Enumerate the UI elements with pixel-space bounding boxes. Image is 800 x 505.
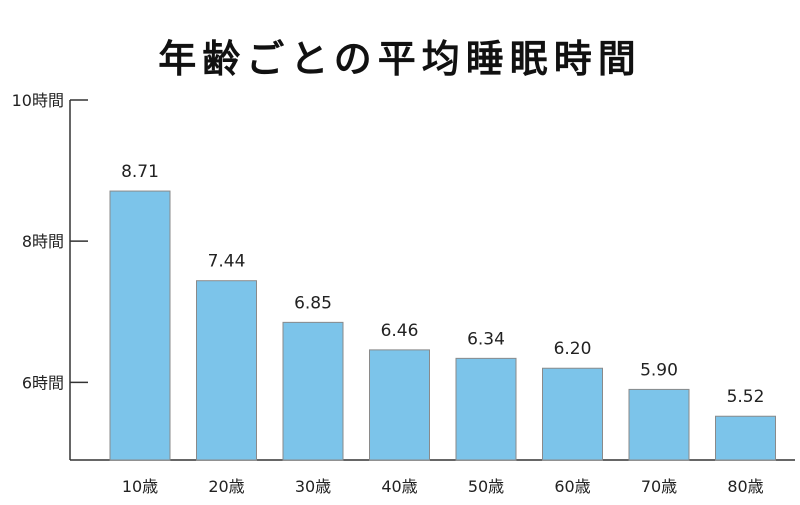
x-tick-label: 40歳 (381, 477, 417, 496)
bar-value-label: 7.44 (208, 252, 246, 272)
bar-value-label: 6.20 (554, 339, 592, 359)
bar-value-label: 8.71 (121, 162, 159, 182)
bar-layer (109, 190, 776, 461)
x-tick-label: 10歳 (122, 477, 158, 496)
bar (455, 357, 517, 461)
bar (628, 388, 690, 461)
label-layer: 8.71 10歳 7.44 20歳 6.85 30歳 6.46 40歳 6.34 50歳 6.20 6… (121, 162, 764, 496)
y-tick-label: 10時間 (12, 91, 64, 110)
bar (715, 415, 776, 461)
bar-value-label: 5.52 (727, 387, 765, 407)
bar-value-label: 6.34 (467, 329, 505, 349)
x-tick-label: 80歳 (727, 477, 763, 496)
x-tick-label: 60歳 (554, 477, 590, 496)
bar (109, 190, 171, 461)
bar (369, 349, 430, 461)
y-tick-label: 6時間 (22, 373, 64, 392)
x-tick-label: 70歳 (641, 477, 677, 496)
chart-title: 年齢ごとの平均睡眠時間 (158, 37, 642, 81)
bar-value-label: 6.46 (381, 321, 419, 341)
bar-value-label: 5.90 (640, 360, 678, 380)
bar (282, 321, 344, 461)
x-tick-label: 30歳 (295, 477, 331, 496)
bar-value-label: 6.85 (294, 293, 332, 313)
bar (196, 280, 257, 461)
x-tick-label: 20歳 (208, 477, 244, 496)
bar (542, 367, 603, 461)
x-tick-label: 50歳 (468, 477, 504, 496)
y-tick-label: 8時間 (22, 232, 64, 251)
